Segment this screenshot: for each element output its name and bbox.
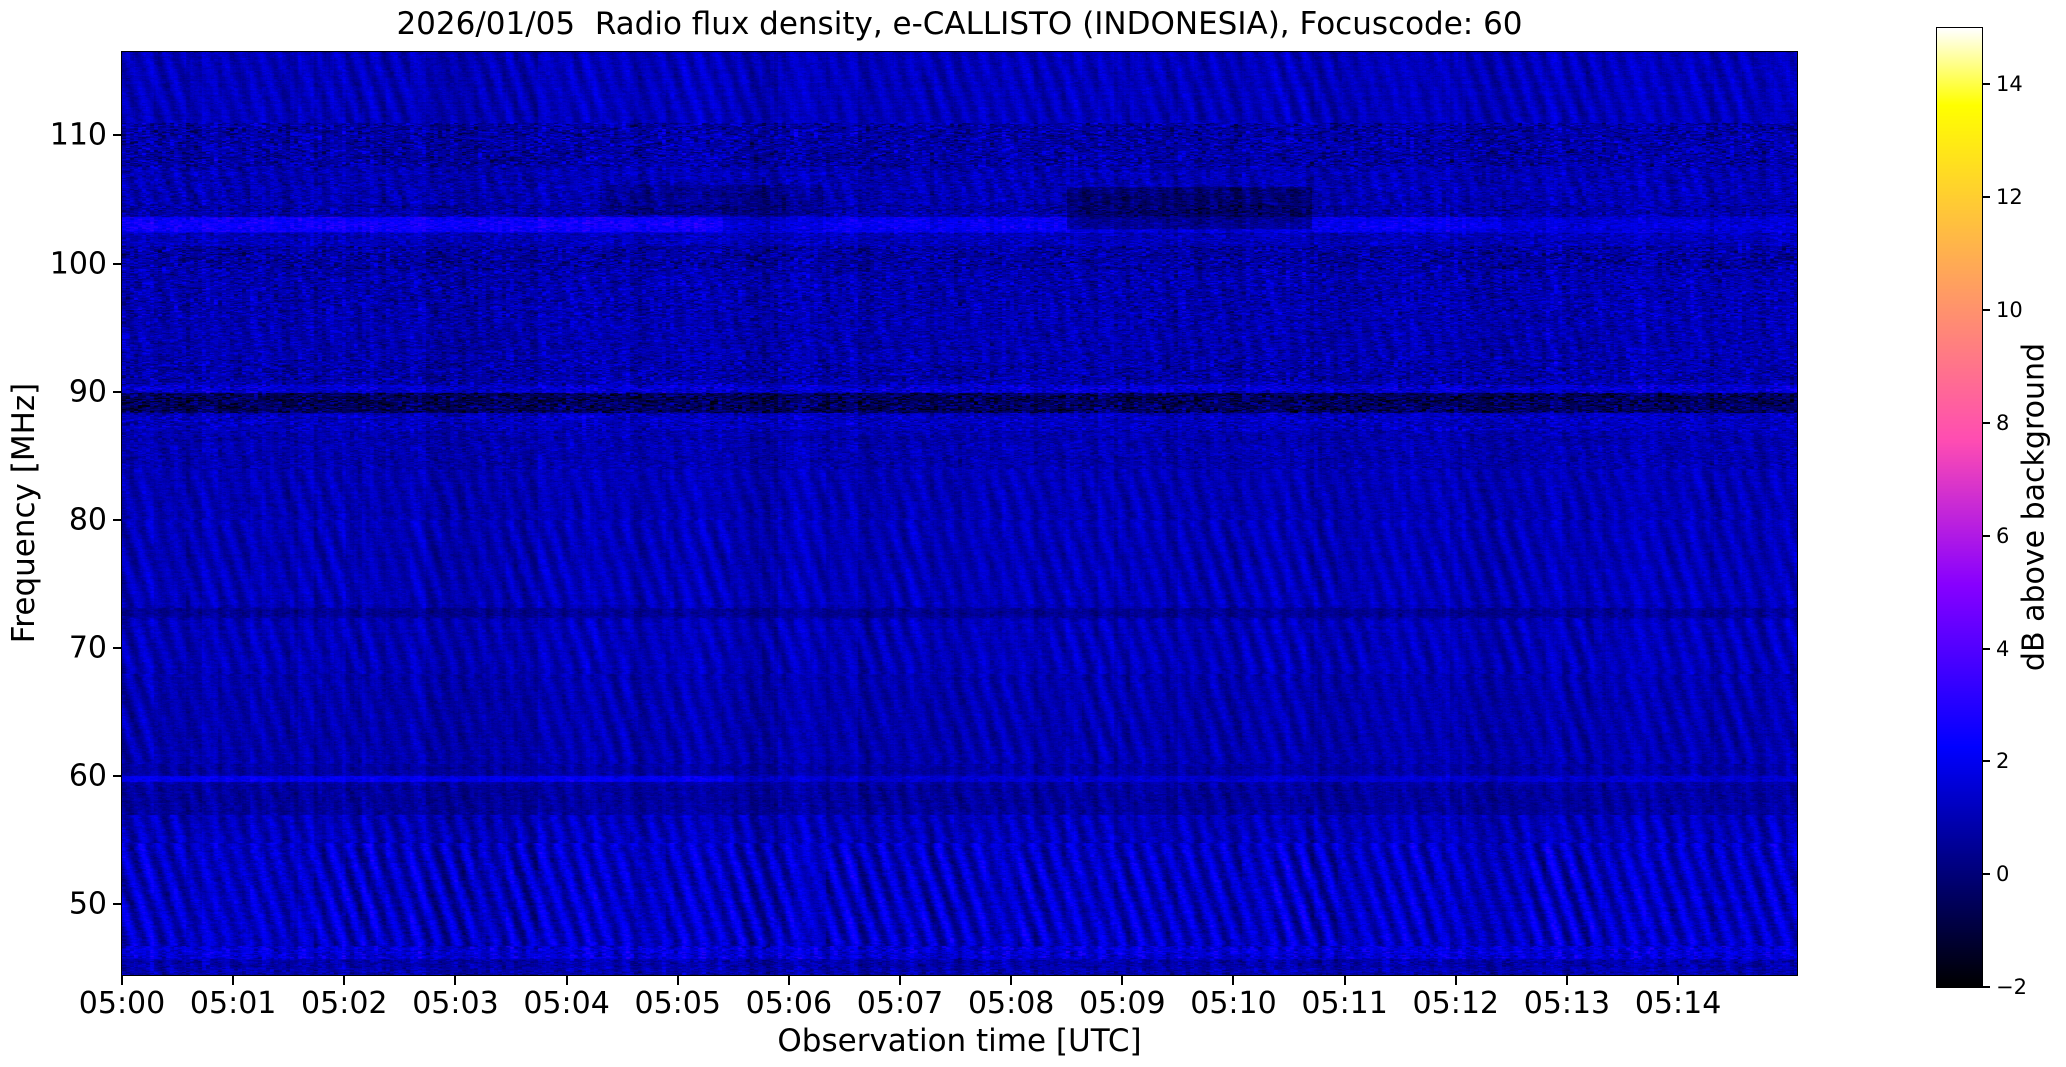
colorbar-tick-mark — [1983, 760, 1990, 763]
x-tick-label: 05:07 — [856, 986, 944, 1021]
x-tick-label: 05:02 — [301, 986, 388, 1021]
x-tick-label: 05:08 — [967, 986, 1055, 1021]
y-tick-label: 100 — [49, 246, 107, 282]
plot-area — [121, 51, 1798, 976]
y-tick-label: 80 — [68, 502, 107, 538]
colorbar-tick-mark — [1983, 83, 1990, 86]
x-tick-mark — [1343, 976, 1346, 985]
colorbar-tick-mark — [1983, 421, 1990, 424]
x-tick-label: 05:00 — [78, 986, 166, 1021]
x-tick-mark — [1677, 976, 1680, 985]
x-tick-mark — [232, 976, 235, 985]
colorbar-tick-label: 0 — [1996, 862, 2010, 887]
colorbar-tick-label: 14 — [1996, 72, 2023, 97]
x-tick-label: 05:04 — [523, 986, 610, 1021]
colorbar-tick-mark — [1983, 647, 1990, 650]
y-tick-label: 70 — [68, 630, 107, 666]
x-tick-mark — [676, 976, 679, 985]
colorbar-tick-label: 4 — [1996, 636, 2010, 661]
colorbar-tick-mark — [1983, 873, 1990, 876]
y-tick-mark — [113, 262, 122, 265]
y-tick-mark — [113, 903, 122, 906]
colorbar-tick-label: 10 — [1996, 298, 2023, 323]
y-tick-mark — [113, 518, 122, 521]
y-tick-mark — [113, 775, 122, 778]
colorbar-tick-label: 2 — [1996, 749, 2010, 774]
x-tick-mark — [899, 976, 902, 985]
x-tick-mark — [1454, 976, 1457, 985]
x-tick-label: 05:06 — [745, 986, 833, 1021]
y-axis-label: Frequency [MHz] — [6, 382, 42, 644]
spectrogram-heatmap — [122, 52, 1797, 975]
y-tick-mark — [113, 390, 122, 393]
y-tick-label: 110 — [49, 117, 107, 153]
y-tick-label: 90 — [68, 374, 107, 410]
colorbar-tick-mark — [1983, 534, 1990, 537]
colorbar-tick-label: 6 — [1996, 523, 2010, 548]
colorbar-label: dB above background — [2016, 342, 2052, 672]
y-tick-mark — [113, 134, 122, 137]
colorbar-tick-mark — [1983, 986, 1990, 988]
y-tick-mark — [113, 647, 122, 650]
colorbar-tick-mark — [1983, 196, 1990, 199]
colorbar-tick-mark — [1983, 309, 1990, 312]
y-tick-label: 60 — [68, 758, 107, 794]
x-tick-label: 05:14 — [1634, 986, 1722, 1021]
x-tick-label: 05:13 — [1523, 986, 1611, 1021]
colorbar-tick-label: 12 — [1996, 185, 2023, 210]
colorbar-tick-label: 8 — [1996, 410, 2010, 435]
x-tick-mark — [1565, 976, 1568, 985]
x-axis-label: Observation time [UTC] — [777, 1023, 1142, 1059]
x-tick-label: 05:09 — [1079, 986, 1166, 1021]
x-tick-label: 05:10 — [1190, 986, 1277, 1021]
y-tick-label: 50 — [68, 886, 107, 922]
x-tick-label: 05:03 — [412, 986, 499, 1021]
x-tick-label: 05:05 — [634, 986, 721, 1021]
figure-title: 2026/01/05 Radio flux density, e-CALLIST… — [396, 6, 1523, 42]
colorbar-tick-label: −2 — [1996, 975, 2027, 999]
x-tick-mark — [343, 976, 346, 985]
x-tick-mark — [454, 976, 457, 985]
x-tick-mark — [1232, 976, 1235, 985]
x-tick-mark — [121, 976, 123, 985]
x-tick-label: 05:01 — [189, 986, 277, 1021]
colorbar — [1936, 27, 1983, 988]
x-tick-label: 05:12 — [1412, 986, 1499, 1021]
x-tick-mark — [787, 976, 790, 985]
x-tick-label: 05:11 — [1301, 986, 1388, 1021]
colorbar-gradient — [1937, 28, 1982, 987]
x-tick-mark — [1121, 976, 1124, 985]
x-tick-mark — [1010, 976, 1013, 985]
x-tick-mark — [565, 976, 568, 985]
